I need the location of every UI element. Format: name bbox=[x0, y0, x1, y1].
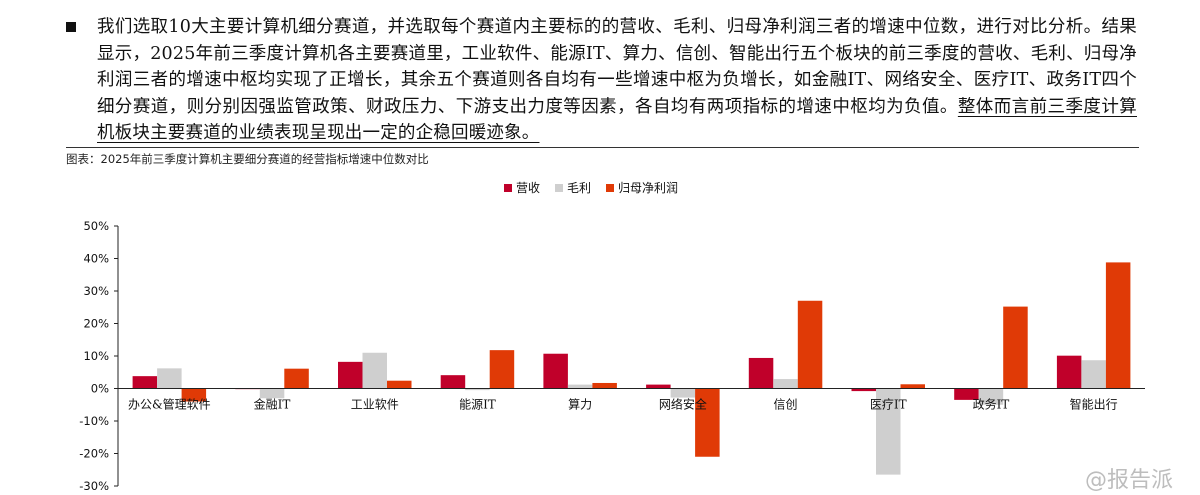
bar-毛利-办公&管理软件 bbox=[157, 368, 182, 389]
bar-毛利-网络安全 bbox=[670, 388, 696, 398]
x-category-label: 医疗IT bbox=[870, 398, 907, 412]
y-tick-label: 30% bbox=[83, 284, 109, 298]
bar-营收-网络安全 bbox=[646, 384, 671, 389]
bar-series bbox=[132, 262, 1131, 475]
x-category-label: 金融IT bbox=[254, 397, 291, 412]
x-category-label: 智能出行 bbox=[1070, 397, 1118, 412]
section-divider bbox=[66, 147, 1139, 148]
y-tick-label: 20% bbox=[83, 317, 109, 331]
x-axis: 办公&管理软件 金融IT 工业软件 能源IT 算力 网络安全 信创 医疗IT 政务IT 智能出行 bbox=[118, 388, 1145, 412]
bar-营收-智能出行 bbox=[1056, 355, 1082, 389]
bar-毛利-金融IT bbox=[259, 388, 285, 399]
analysis-conclusion: 整体而言前三季度计算机板块主要赛道的业绩表现呈现出一定的企稳回暖迹象。 bbox=[97, 96, 1137, 144]
bar-营收-医疗IT bbox=[851, 388, 876, 392]
bar-归母净利润-工业软件 bbox=[387, 380, 412, 389]
y-axis: -30% -20% -10% 0% 10% 20% 30% 40% 50% bbox=[79, 219, 119, 493]
bar-归母净利润-信创 bbox=[797, 300, 823, 389]
bar-毛利-医疗IT bbox=[876, 388, 901, 475]
y-tick-label: -20% bbox=[79, 447, 109, 461]
bar-毛利-工业软件 bbox=[362, 352, 387, 389]
x-category-label: 政务IT bbox=[973, 397, 1010, 412]
bar-营收-政务IT bbox=[954, 388, 979, 400]
x-category-label: 工业软件 bbox=[351, 398, 399, 412]
y-tick-label: 40% bbox=[83, 252, 109, 266]
y-tick-label: 0% bbox=[91, 382, 109, 396]
y-tick-label: -30% bbox=[79, 479, 109, 493]
legend-label: 毛利 bbox=[567, 181, 591, 195]
bar-归母净利润-医疗IT bbox=[900, 384, 925, 389]
x-category-label: 办公&管理软件 bbox=[128, 397, 211, 412]
bar-归母净利润-金融IT bbox=[284, 368, 309, 389]
x-category-label: 网络安全 bbox=[659, 397, 707, 412]
legend-label: 归母净利润 bbox=[618, 181, 678, 195]
bar-营收-算力 bbox=[543, 353, 568, 389]
watermark-logo: @报告派 bbox=[1085, 468, 1174, 493]
bar-归母净利润-智能出行 bbox=[1105, 262, 1131, 389]
analysis-paragraph: 我们选取10大主要计算机细分赛道，并选取每个赛道内主要标的的营收、毛利、归母净利… bbox=[97, 14, 1137, 147]
x-category-label: 能源IT bbox=[459, 398, 496, 412]
analysis-text: 我们选取10大主要计算机细分赛道，并选取每个赛道内主要标的的营收、毛利、归母净利… bbox=[97, 17, 1137, 117]
x-category-label: 信创 bbox=[774, 398, 798, 412]
chart-caption: 图表：2025年前三季度计算机主要细分赛道的经营指标增速中位数对比 bbox=[66, 152, 429, 166]
bar-毛利-智能出行 bbox=[1081, 360, 1106, 389]
bar-毛利-政务IT bbox=[978, 388, 1004, 405]
legend-label: 营收 bbox=[516, 181, 540, 195]
bar-归母净利润-办公&管理软件 bbox=[181, 388, 207, 402]
bullet-square-icon bbox=[66, 22, 76, 32]
bar-chart: 营收 毛利 归母净利润 -30%-20%-10%0%10%20%30%40%50% … bbox=[79, 181, 1145, 493]
y-tick-label: 50% bbox=[83, 219, 109, 233]
x-category-label: 算力 bbox=[568, 397, 592, 412]
bar-归母净利润-网络安全 bbox=[695, 388, 720, 457]
bar-营收-能源IT bbox=[440, 375, 466, 389]
legend-swatch bbox=[606, 184, 614, 192]
bar-营收-工业软件 bbox=[338, 361, 363, 389]
bar-营收-办公&管理软件 bbox=[132, 376, 158, 389]
y-tick-label: 10% bbox=[83, 349, 109, 363]
bar-毛利-算力 bbox=[567, 384, 593, 389]
bar-毛利-能源IT bbox=[465, 388, 490, 391]
bar-归母净利润-政务IT bbox=[1003, 306, 1028, 389]
bar-毛利-信创 bbox=[773, 379, 798, 389]
legend-swatch bbox=[555, 184, 563, 192]
legend-swatch bbox=[504, 184, 512, 192]
bar-归母净利润-算力 bbox=[592, 382, 617, 389]
y-tick-label: -10% bbox=[79, 414, 109, 428]
bar-营收-信创 bbox=[748, 357, 774, 389]
chart-legend: 营收 毛利 归母净利润 bbox=[504, 181, 678, 195]
bar-归母净利润-能源IT bbox=[489, 350, 515, 389]
